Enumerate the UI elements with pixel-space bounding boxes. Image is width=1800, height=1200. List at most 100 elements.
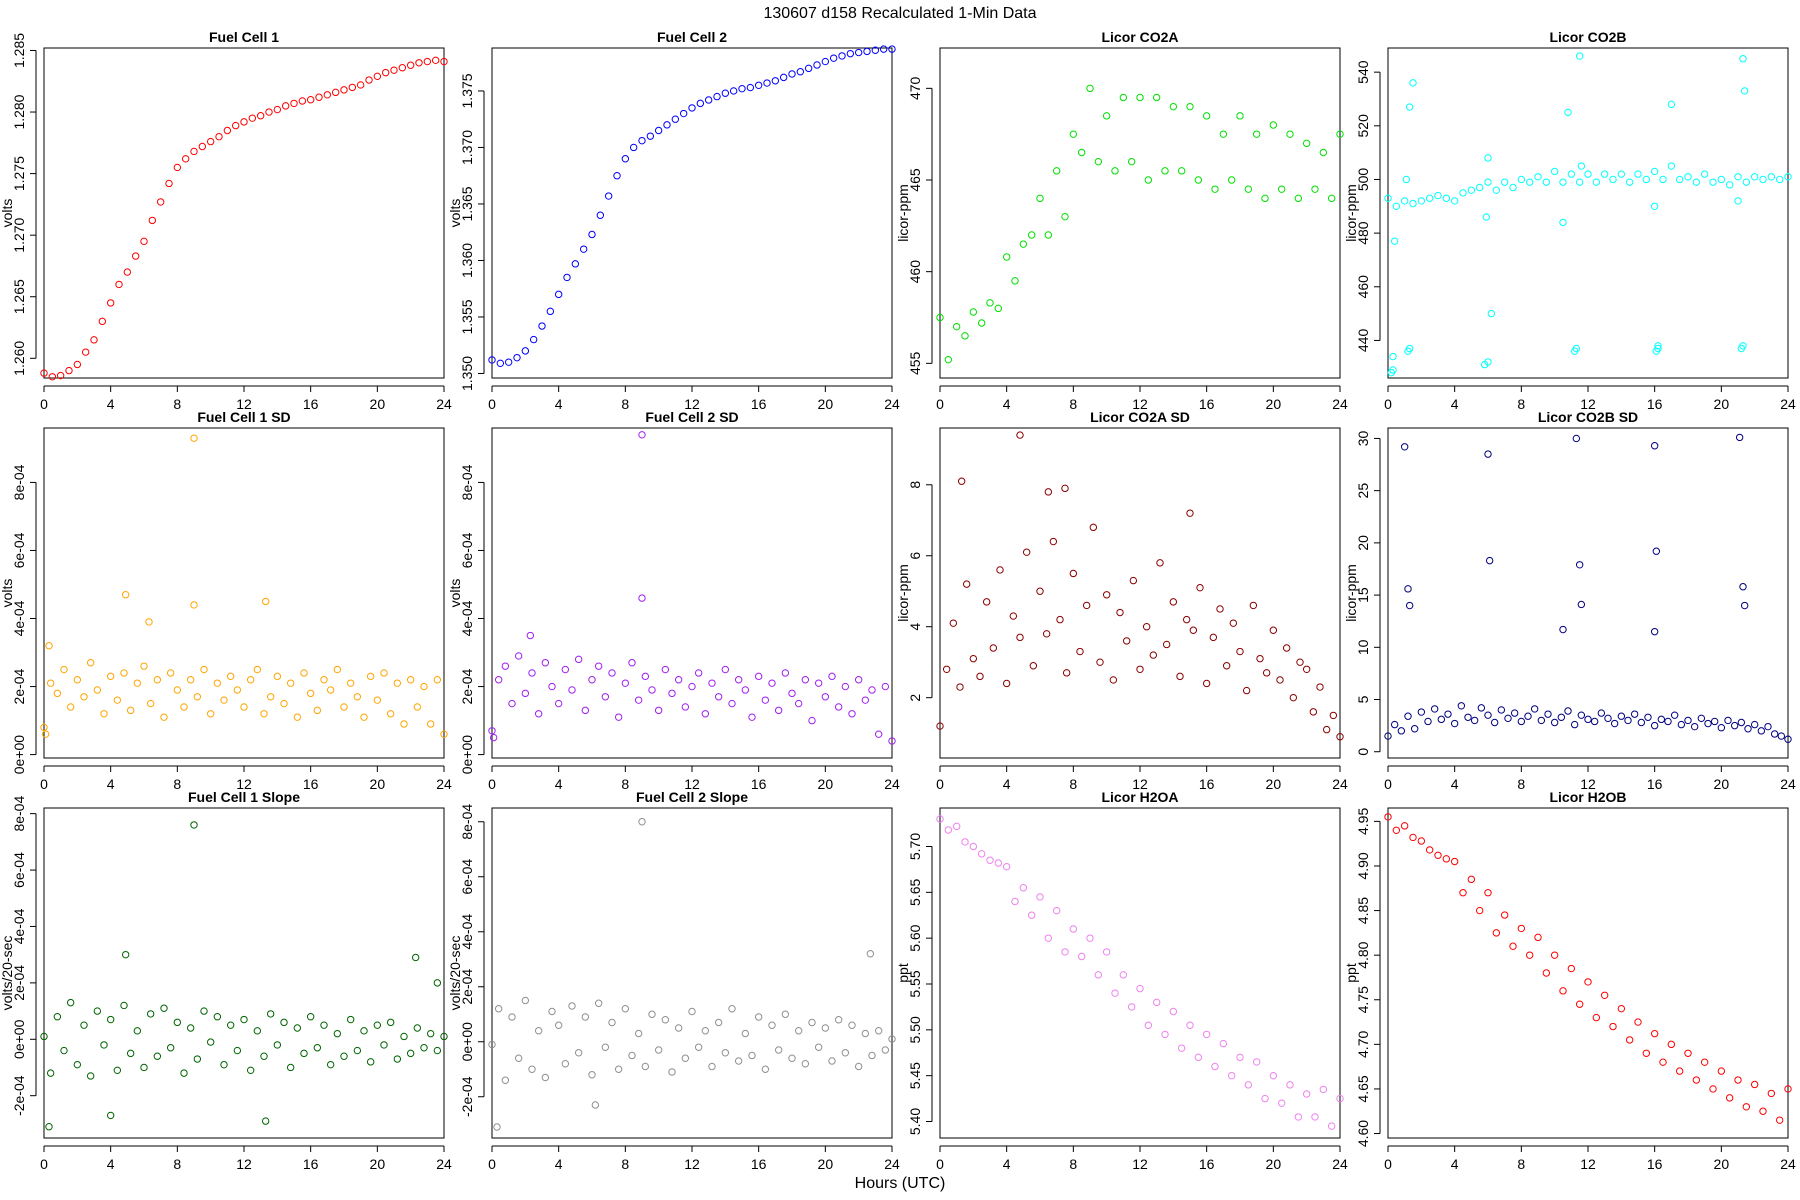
data-point (53, 689, 62, 698)
data-point (957, 477, 966, 485)
data-point (90, 336, 98, 344)
panel-title: Fuel Cell 1 (209, 29, 279, 45)
data-point (1311, 1113, 1319, 1121)
data-point (489, 733, 498, 742)
data-point (1677, 720, 1686, 729)
data-point (808, 1018, 816, 1027)
data-point (1759, 175, 1767, 184)
data-point (581, 706, 590, 715)
data-point (1156, 559, 1164, 567)
data-point (1244, 1081, 1253, 1089)
data-point (1269, 1071, 1278, 1080)
data-point (153, 1052, 162, 1060)
data-point (1262, 669, 1271, 677)
data-point (1490, 718, 1499, 727)
data-point (1575, 52, 1584, 60)
data-point (694, 669, 703, 677)
plot-frame (1387, 807, 1789, 1139)
data-point (1625, 1036, 1634, 1044)
data-point (504, 358, 513, 366)
data-point (1417, 197, 1426, 205)
data-point (1524, 712, 1532, 720)
data-point (115, 280, 123, 289)
plot-frame (1387, 427, 1789, 759)
data-point (1261, 1094, 1269, 1103)
data-point (1136, 93, 1144, 102)
data-point (346, 679, 355, 687)
data-point (1036, 194, 1044, 203)
data-point (788, 70, 796, 78)
data-point (1625, 178, 1634, 186)
y-tick-label: 1.360 (459, 243, 475, 278)
data-point (1161, 167, 1169, 175)
data-point (621, 1005, 630, 1013)
data-point (1402, 175, 1411, 184)
data-point (1704, 719, 1712, 728)
data-point (1684, 1049, 1692, 1057)
data-point (106, 299, 115, 307)
data-point (80, 693, 88, 701)
y-tick-label: 5.60 (907, 924, 923, 951)
data-point (1734, 173, 1742, 181)
data-point (854, 48, 863, 57)
data-point (554, 1021, 563, 1029)
data-point (1559, 987, 1567, 995)
data-point (1296, 658, 1304, 666)
data-point (1777, 732, 1786, 740)
data-point (1517, 717, 1526, 726)
y-axis-label: licor-ppm (1343, 184, 1359, 242)
data-point (1016, 633, 1024, 642)
data-point (86, 1072, 95, 1080)
data-point (944, 826, 953, 834)
data-point (1209, 633, 1218, 642)
data-point (1016, 431, 1024, 439)
data-point (1485, 556, 1494, 565)
data-point (534, 710, 543, 718)
data-point (1162, 640, 1171, 649)
chart-panel: Fuel Cell 2 SD 0 4 8 12 16 20 24 0e+00 2e-04 4e-04… (447, 409, 900, 792)
data-point (1036, 893, 1044, 901)
data-point (814, 1043, 823, 1051)
data-point (1559, 178, 1567, 186)
data-point (126, 706, 135, 715)
data-point (1102, 948, 1111, 956)
data-point (1390, 237, 1399, 245)
data-point (160, 1004, 168, 1012)
data-point (588, 676, 596, 684)
data-point (848, 710, 856, 718)
y-tick-label: 5 (1355, 695, 1371, 703)
data-point (1044, 231, 1053, 239)
data-point (40, 723, 48, 732)
data-point (406, 61, 415, 69)
chart-panel: Fuel Cell 2 Slope 0 4 8 12 16 20 24 -2e-04 0e+00 2… (447, 789, 900, 1172)
data-point (1144, 176, 1153, 184)
data-point (348, 83, 357, 92)
data-point (180, 703, 188, 711)
data-point (1710, 717, 1719, 726)
data-point (1202, 679, 1211, 688)
data-point (781, 669, 790, 677)
data-point (528, 1065, 536, 1073)
data-point (1504, 714, 1512, 723)
data-point (1484, 154, 1492, 162)
data-point (1764, 722, 1772, 731)
data-point (1739, 583, 1747, 591)
data-point (821, 693, 830, 701)
data-point (734, 1057, 743, 1065)
data-point (1211, 1062, 1219, 1071)
y-tick-label: 5.70 (907, 833, 923, 860)
data-point (1202, 1030, 1211, 1039)
data-point (1482, 213, 1491, 221)
data-point (173, 163, 182, 172)
y-tick-label: 8e-04 (11, 464, 27, 500)
data-point (1392, 826, 1401, 834)
data-point (1311, 185, 1319, 193)
data-point (1564, 108, 1572, 117)
x-tick-label: 12 (684, 1156, 700, 1172)
data-point (571, 260, 580, 268)
x-tick-label: 16 (1199, 396, 1215, 412)
data-point (173, 1018, 182, 1027)
data-point (73, 1060, 82, 1069)
data-point (226, 1021, 235, 1029)
data-point (654, 706, 663, 715)
